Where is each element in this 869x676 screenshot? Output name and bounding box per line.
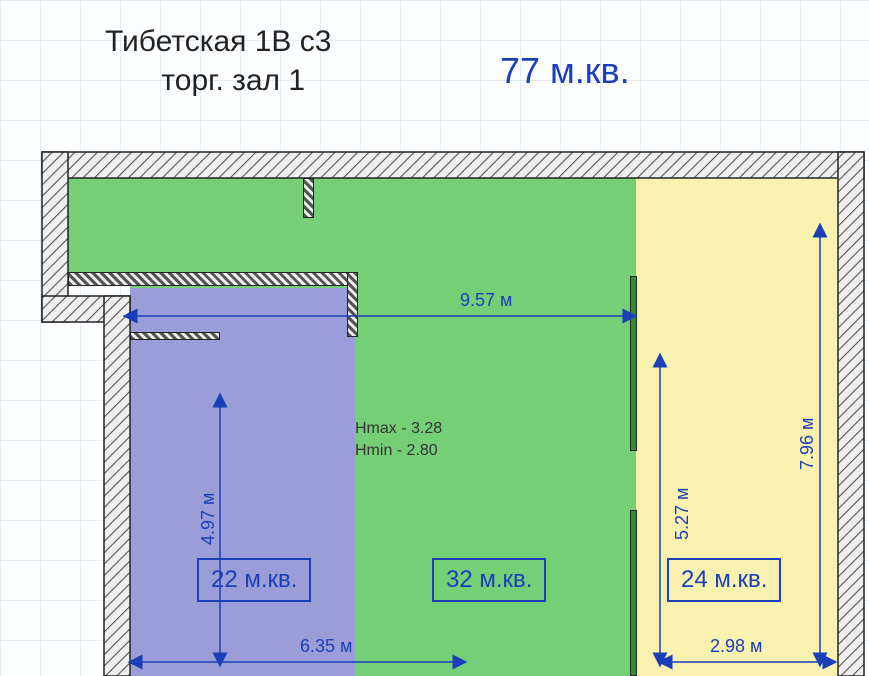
- stub-top-interior: [303, 178, 314, 218]
- dim-yellow-height: 7.96 м: [797, 418, 818, 470]
- partition-green-yellow-bot: [630, 510, 637, 676]
- dim-blue-height: 4.97 м: [198, 493, 219, 545]
- hmin: Hmin - 2.80: [355, 440, 442, 462]
- area-blue: 22 м.кв.: [197, 558, 311, 602]
- stub-left-flap: [130, 332, 220, 340]
- hmax: Hmax - 3.28: [355, 418, 442, 440]
- height-note: Hmax - 3.28 Hmin - 2.80: [355, 418, 442, 461]
- stub-blue-top: [68, 272, 358, 286]
- dim-green-height: 5.27 м: [672, 488, 693, 540]
- area-green: 32 м.кв.: [432, 558, 546, 602]
- stub-blue-right: [347, 272, 358, 337]
- area-yellow: 24 м.кв.: [667, 558, 781, 602]
- dim-yellow-width: 2.98 м: [710, 636, 762, 657]
- partition-green-yellow-top: [630, 276, 637, 451]
- dim-blue-width: 6.35 м: [300, 636, 352, 657]
- dim-total-width: 9.57 м: [460, 290, 512, 311]
